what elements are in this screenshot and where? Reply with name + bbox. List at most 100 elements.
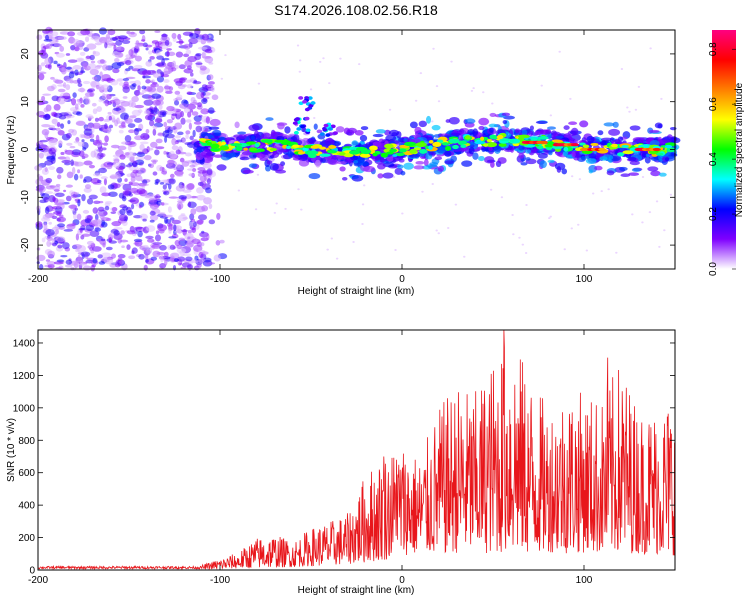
- noise-blob: [87, 63, 97, 71]
- noise-blob: [159, 182, 165, 185]
- spectrogram-y-tick-label: 20: [20, 48, 31, 60]
- noise-blob: [45, 259, 51, 262]
- snr-x-label: Height of straight line (km): [298, 585, 415, 596]
- band-blob: [339, 166, 346, 172]
- noise-blob: [132, 169, 139, 174]
- noise-speck: [220, 77, 224, 80]
- noise-blob: [166, 105, 175, 112]
- noise-blob: [57, 130, 65, 136]
- noise-blob: [107, 28, 116, 36]
- noise-blob: [85, 98, 91, 105]
- noise-blob: [104, 123, 108, 130]
- noise-blob: [88, 194, 98, 200]
- noise-blob: [41, 95, 46, 102]
- band-blob: [269, 162, 279, 171]
- band-core: [617, 152, 625, 157]
- band-core: [380, 152, 389, 158]
- band-blob: [514, 128, 521, 133]
- noise-blob: [171, 60, 177, 68]
- noise-blob: [89, 91, 95, 97]
- noise-speck: [655, 200, 659, 203]
- side-feature-blob: [325, 133, 331, 137]
- band-blob: [472, 152, 479, 160]
- noise-blob: [91, 264, 97, 268]
- band-core: [575, 147, 582, 151]
- band-blob: [359, 134, 368, 142]
- noise-blob: [170, 255, 175, 261]
- band-blob: [300, 154, 308, 162]
- band-core: [339, 152, 346, 156]
- band-blob: [628, 172, 640, 176]
- noise-blob: [146, 193, 156, 199]
- noise-blob: [117, 237, 122, 244]
- noise-blob: [161, 202, 165, 206]
- noise-blob: [189, 213, 195, 221]
- noise-blob: [178, 204, 182, 211]
- noise-blob: [118, 124, 127, 129]
- noise-blob: [189, 72, 194, 77]
- noise-blob: [189, 109, 194, 113]
- noise-blob: [177, 200, 185, 204]
- band-core: [246, 141, 257, 145]
- band-blob: [316, 129, 323, 134]
- noise-blob: [132, 161, 138, 167]
- noise-speck: [257, 82, 261, 85]
- noise-blob: [114, 172, 121, 180]
- noise-blob: [188, 173, 195, 177]
- noise-blob: [92, 122, 101, 130]
- noise-blob: [155, 49, 161, 57]
- noise-blob: [135, 175, 143, 182]
- noise-blob: [48, 138, 58, 146]
- band-blob: [563, 125, 570, 130]
- noise-blob: [149, 219, 155, 223]
- noise-blob: [143, 264, 148, 271]
- band-core: [285, 145, 292, 150]
- noise-blob: [140, 39, 146, 42]
- band-blob: [603, 122, 615, 127]
- band-blob: [275, 136, 285, 140]
- noise-blob: [124, 134, 132, 143]
- noise-blob: [145, 79, 151, 84]
- side-feature-blob: [304, 116, 310, 121]
- noise-blob: [127, 141, 137, 148]
- snr-x-tick-label: -100: [210, 575, 230, 586]
- noise-blob: [162, 57, 170, 61]
- side-feature-blob: [327, 127, 333, 131]
- noise-blob: [46, 43, 52, 50]
- band-blob: [242, 169, 254, 174]
- noise-blob: [152, 250, 161, 258]
- noise-speck: [335, 257, 339, 260]
- noise-blob: [125, 68, 131, 72]
- noise-blob: [140, 132, 150, 141]
- noise-blob: [185, 49, 192, 55]
- noise-blob: [164, 258, 168, 266]
- noise-blob: [59, 45, 65, 52]
- noise-blob: [175, 51, 184, 58]
- noise-speck: [298, 70, 302, 73]
- noise-blob: [57, 97, 66, 105]
- noise-blob: [46, 155, 55, 160]
- noise-speck: [392, 176, 396, 179]
- noise-speck: [437, 100, 441, 103]
- noise-blob: [189, 259, 199, 263]
- noise-blob: [118, 129, 124, 134]
- side-feature-blob: [310, 101, 316, 105]
- noise-blob: [201, 33, 210, 41]
- noise-blob: [89, 68, 99, 76]
- noise-blob: [98, 116, 104, 122]
- band-core: [210, 147, 220, 152]
- noise-speck: [339, 57, 342, 60]
- noise-speck: [540, 84, 543, 87]
- noise-blob: [81, 233, 91, 237]
- band-blob: [648, 129, 660, 133]
- band-blob: [298, 159, 310, 167]
- noise-blob: [184, 232, 194, 241]
- noise-blob: [178, 64, 186, 70]
- noise-blob: [57, 88, 66, 93]
- noise-speck: [437, 232, 440, 235]
- noise-blob: [102, 100, 109, 104]
- noise-blob: [70, 159, 74, 167]
- band-blob: [521, 129, 528, 136]
- noise-blob: [65, 132, 72, 139]
